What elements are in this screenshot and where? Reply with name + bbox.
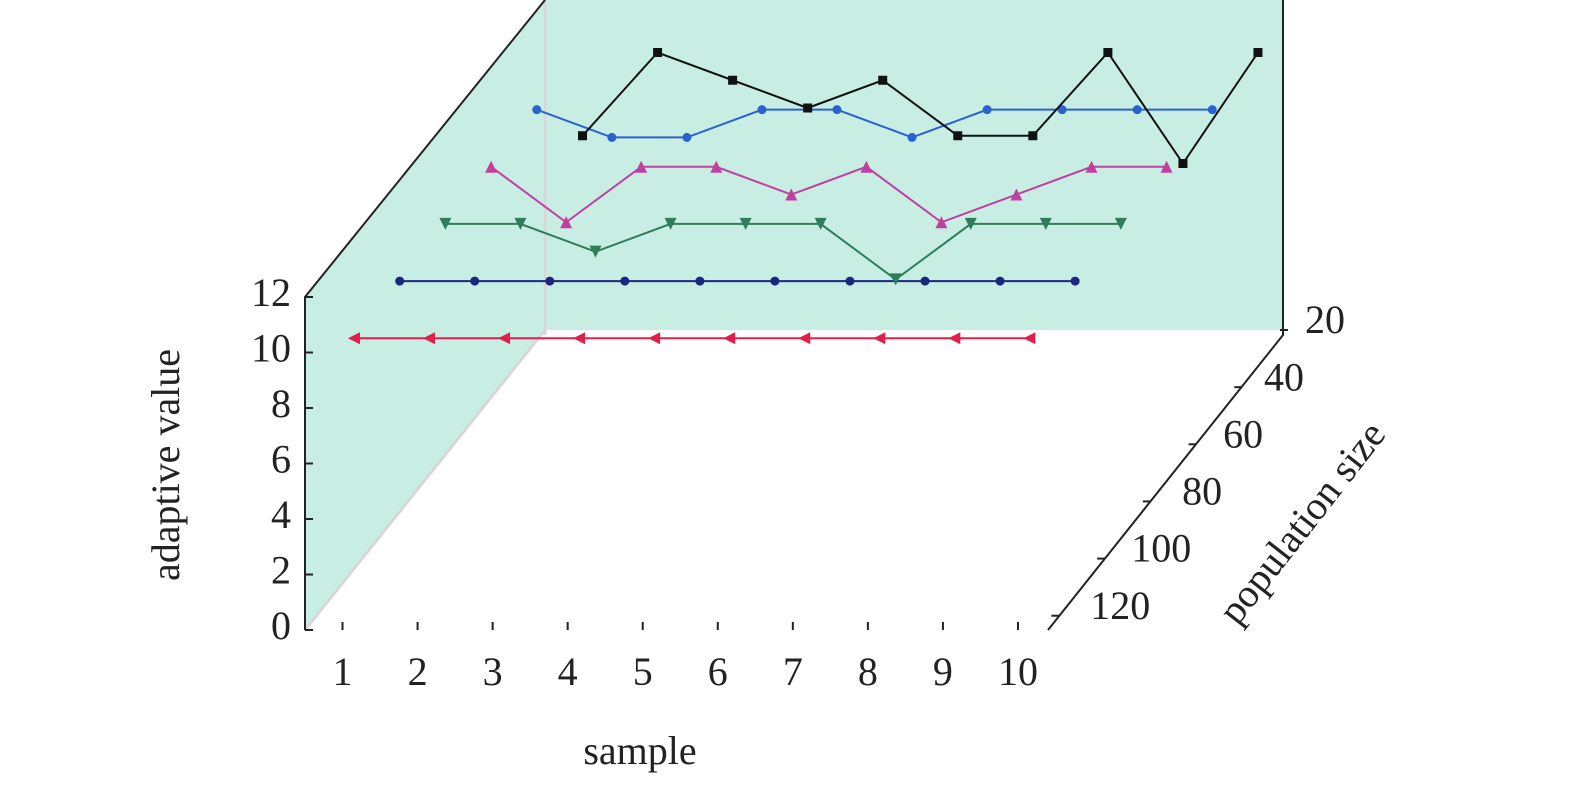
x-tick-label: 4 — [558, 649, 578, 694]
point — [889, 273, 902, 286]
point — [648, 332, 661, 345]
point — [873, 332, 886, 345]
point — [832, 105, 842, 115]
point — [635, 160, 648, 173]
point — [607, 132, 617, 142]
point — [1039, 217, 1052, 230]
point — [1070, 276, 1080, 286]
point — [757, 105, 767, 115]
point — [1132, 105, 1142, 115]
x-tick-label: 5 — [633, 649, 653, 694]
z-tick-label: 120 — [1090, 583, 1150, 628]
point — [532, 105, 542, 115]
point — [1010, 188, 1023, 201]
point — [1085, 160, 1098, 173]
z-tick-label: 100 — [1131, 526, 1191, 571]
point — [814, 217, 827, 230]
point — [739, 217, 752, 230]
point — [653, 48, 663, 57]
y-tick-label: 8 — [271, 381, 291, 426]
x-tick-label: 10 — [998, 649, 1038, 694]
y-tick-label: 6 — [271, 437, 291, 482]
x-tick-label: 7 — [783, 649, 803, 694]
y-tick-label: 4 — [271, 492, 291, 537]
z-tick-label: 80 — [1182, 469, 1222, 514]
y-axis-label: adaptive value — [143, 349, 188, 581]
x-tick-label: 6 — [708, 649, 728, 694]
point — [845, 276, 855, 286]
point — [573, 332, 586, 345]
point — [498, 332, 511, 345]
y-tick-label: 0 — [271, 603, 291, 648]
point — [953, 131, 963, 141]
point — [620, 276, 630, 286]
point — [560, 216, 573, 229]
point — [798, 332, 811, 345]
point — [695, 276, 705, 286]
point — [1207, 105, 1217, 115]
point — [710, 160, 723, 173]
point — [682, 132, 692, 142]
point — [423, 332, 436, 345]
left-wall — [305, 0, 545, 630]
point — [664, 217, 677, 230]
point — [920, 276, 930, 286]
x-tick-label: 2 — [408, 649, 428, 694]
point — [1160, 160, 1173, 173]
point — [728, 75, 738, 85]
point — [578, 131, 588, 141]
x-axis-label: sample — [583, 728, 696, 773]
y-tick-label: 10 — [251, 326, 291, 371]
point — [907, 132, 917, 142]
floor-edge — [303, 329, 547, 631]
x-tick-label: 9 — [933, 649, 953, 694]
series-line — [490, 165, 1167, 224]
point — [785, 188, 798, 201]
point — [347, 332, 360, 345]
x-tick-label: 1 — [333, 649, 353, 694]
point — [470, 276, 480, 286]
point — [964, 217, 977, 230]
point — [395, 276, 405, 286]
point — [1178, 159, 1188, 168]
point — [878, 75, 888, 85]
axis-frame — [1047, 0, 1284, 631]
floor — [305, 330, 1283, 630]
point — [803, 103, 813, 113]
point — [1057, 105, 1067, 115]
point — [982, 105, 992, 115]
point — [860, 160, 873, 173]
point — [935, 216, 948, 229]
z-tick-label: 40 — [1264, 354, 1304, 399]
point — [1103, 48, 1113, 57]
series-line — [445, 222, 1121, 281]
point — [589, 245, 602, 258]
x-tick-label: 3 — [483, 649, 503, 694]
point — [995, 276, 1005, 286]
series-line — [536, 108, 1213, 139]
point — [1114, 217, 1127, 230]
z-tick-label: 20 — [1305, 297, 1345, 342]
point — [723, 332, 736, 345]
z-tick-label: 60 — [1223, 411, 1263, 456]
series-line — [581, 50, 1259, 166]
point — [1028, 131, 1038, 141]
point — [514, 217, 527, 230]
point — [485, 160, 498, 173]
y-tick-label: 2 — [271, 548, 291, 593]
point — [948, 332, 961, 345]
point — [439, 217, 452, 230]
point — [545, 276, 555, 286]
point — [1253, 48, 1263, 57]
x-tick-label: 8 — [858, 649, 878, 694]
y-tick-label: 12 — [251, 270, 291, 315]
point — [1023, 332, 1036, 345]
point — [770, 276, 780, 286]
